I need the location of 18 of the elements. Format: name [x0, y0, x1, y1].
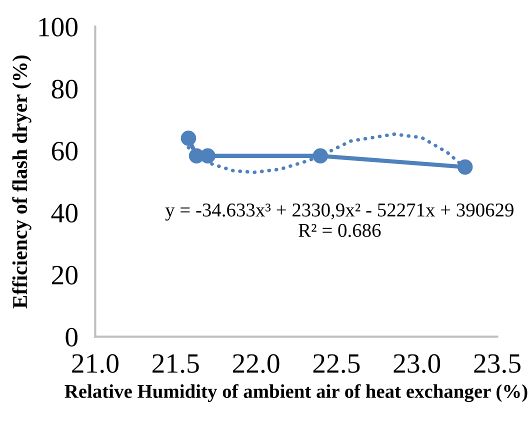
x-tick-label: 21.5 — [152, 354, 199, 374]
y-tick-label: 80 — [52, 80, 78, 99]
x-tick-label: 23.5 — [474, 354, 520, 374]
y-tick-label: 60 — [52, 142, 78, 161]
point — [200, 148, 216, 164]
x-tick-label: 22.5 — [313, 354, 360, 374]
y-axis-title: Efficiency of flash dryer (%) — [12, 55, 32, 308]
x-tick-label: 22.0 — [232, 354, 280, 374]
x-tick-label: 23.0 — [394, 354, 440, 374]
x-axis-title: Relative Humidity of ambient air of heat exchanger (%) — [64, 384, 528, 402]
point — [457, 159, 473, 175]
x-tick-label: 21.0 — [72, 354, 118, 374]
y-tick-label: 100 — [39, 18, 78, 36]
y-tick-label: 20 — [52, 266, 78, 285]
y-tick-label: 40 — [51, 204, 78, 223]
y-tick-label: 0 — [66, 328, 78, 347]
annotation: y = -34.633x³ + 2330,9x² - 52271x + 390629 R² = 0.686 — [165, 203, 514, 238]
point — [180, 130, 196, 146]
